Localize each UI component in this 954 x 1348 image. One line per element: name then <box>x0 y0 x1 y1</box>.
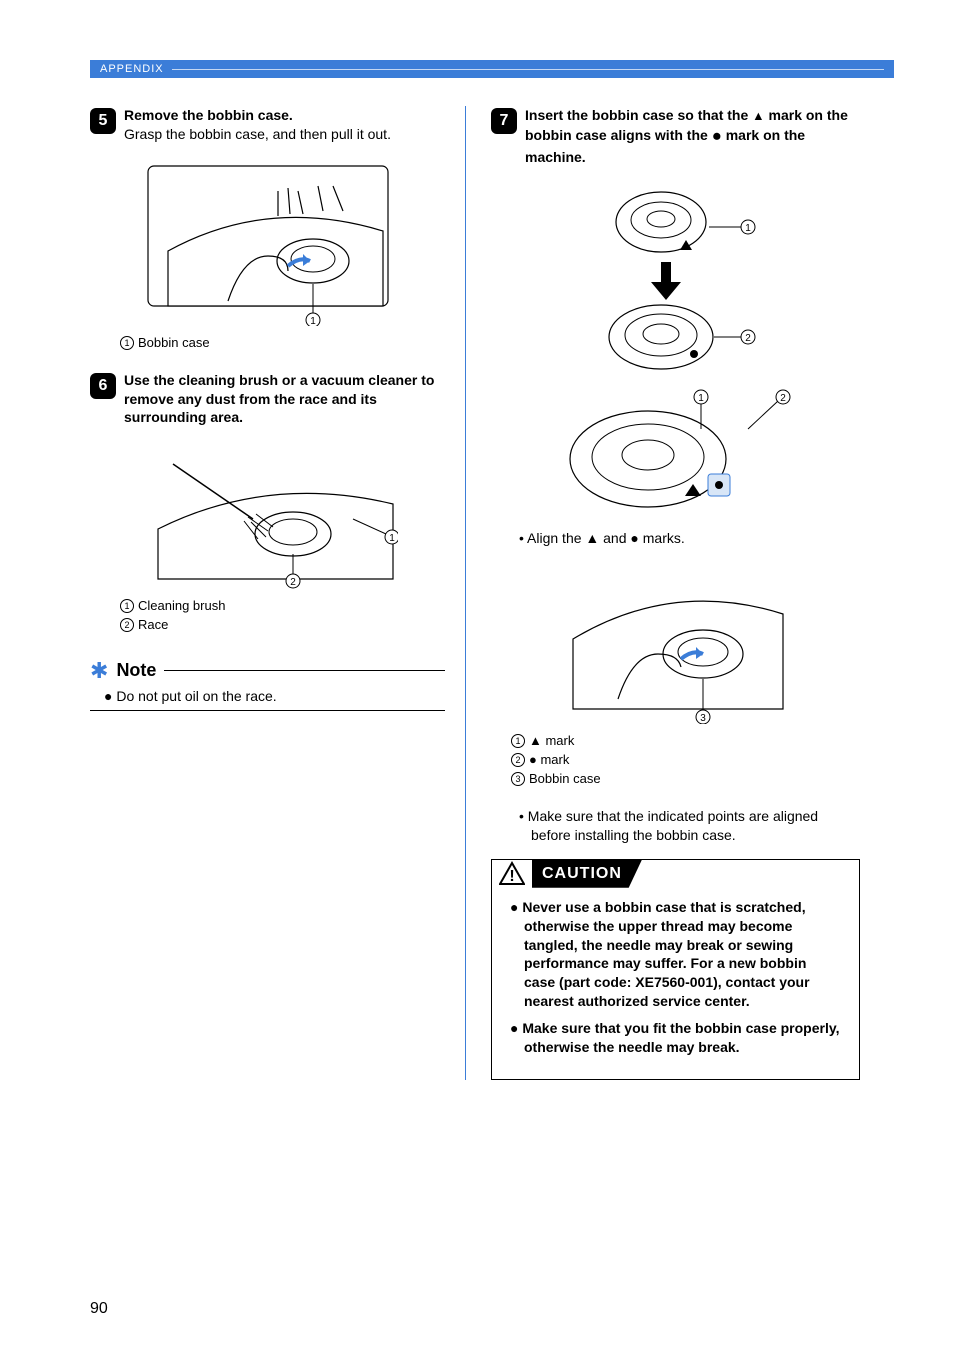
illustration-remove-bobbin: 1 <box>138 156 398 326</box>
caution-item-2: ● Make sure that you fit the bobbin case… <box>510 1019 841 1057</box>
callout-cleaning-brush: Cleaning brush <box>138 598 225 613</box>
callout-triangle-mark: ▲ mark <box>529 733 574 748</box>
step-6-title: Use the cleaning brush or a vacuum clean… <box>124 372 434 426</box>
svg-text:1: 1 <box>310 316 316 326</box>
svg-text:!: ! <box>509 868 514 885</box>
step-7: 7 Insert the bobbin case so that the ▲ m… <box>491 106 860 167</box>
note-box: ✱ Note ● Do not put oil on the race. <box>90 660 445 711</box>
callout-bobbin-case: Bobbin case <box>138 335 210 350</box>
step-7-align-check: • Make sure that the indicated points ar… <box>519 807 860 845</box>
step-number-5: 5 <box>90 108 116 134</box>
illustration-align-closeup: 1 2 <box>553 389 798 519</box>
caution-box: ! CAUTION ● Never use a bobbin case that… <box>491 859 860 1080</box>
step-5-title: Remove the bobbin case. <box>124 107 293 123</box>
step-number-7: 7 <box>491 108 517 134</box>
note-star-icon: ✱ <box>90 660 108 682</box>
step-5-callouts: 1Bobbin case <box>120 334 445 353</box>
page-number: 90 <box>90 1300 108 1318</box>
svg-text:1: 1 <box>745 223 751 234</box>
caution-title: CAUTION <box>532 860 642 888</box>
svg-text:2: 2 <box>780 393 786 404</box>
callout-bobbin-case-2: Bobbin case <box>529 771 601 786</box>
svg-text:3: 3 <box>700 713 706 724</box>
caution-item-1: ● Never use a bobbin case that is scratc… <box>510 898 841 1011</box>
svg-text:2: 2 <box>290 577 296 588</box>
note-item: Do not put oil on the race. <box>116 688 276 704</box>
step-7-title: Insert the bobbin case so that the ▲ mar… <box>525 106 860 167</box>
svg-text:1: 1 <box>698 393 704 404</box>
step-7-callouts: 1▲ mark 2● mark 3Bobbin case <box>511 732 860 789</box>
illustration-cleaning-brush: 1 2 <box>138 439 398 589</box>
illustration-bobbin-align-stack: 1 2 <box>586 182 766 377</box>
warning-icon: ! <box>498 860 526 888</box>
step-6: 6 Use the cleaning brush or a vacuum cle… <box>90 371 445 428</box>
callout-dot-mark: ● mark <box>529 752 569 767</box>
step-5-body: Grasp the bobbin case, and then pull it … <box>124 126 391 142</box>
callout-race: Race <box>138 617 168 632</box>
step-number-6: 6 <box>90 373 116 399</box>
step-6-callouts: 1Cleaning brush 2Race <box>120 597 445 635</box>
section-header: APPENDIX <box>90 60 894 78</box>
note-label: Note <box>116 660 156 681</box>
svg-text:2: 2 <box>745 333 751 344</box>
svg-text:1: 1 <box>389 533 395 544</box>
illustration-insert-bobbin: 3 <box>563 559 788 724</box>
step-5: 5 Remove the bobbin case. Grasp the bobb… <box>90 106 445 144</box>
step-7-align-note: • Align the ▲ and ● marks. <box>519 529 860 548</box>
